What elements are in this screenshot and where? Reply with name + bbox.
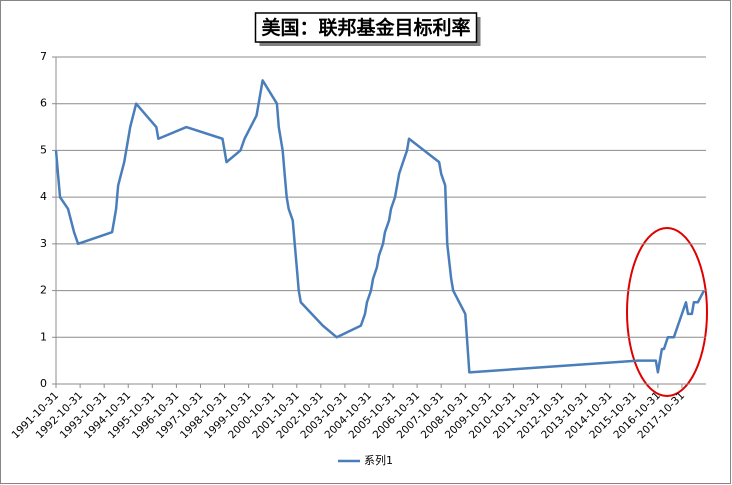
title-frame <box>254 12 478 43</box>
chart-title: 美国：联邦基金目标利率 <box>261 16 470 39</box>
y-tick-label: 0 <box>40 377 47 390</box>
legend-label: 系列1 <box>364 453 393 467</box>
highlight-ellipse <box>626 227 708 397</box>
y-tick-label: 4 <box>40 190 47 203</box>
y-tick-label: 3 <box>40 237 47 250</box>
y-tick-label: 7 <box>40 50 47 63</box>
data-line <box>54 79 706 374</box>
y-tick-label: 5 <box>40 143 47 156</box>
y-tick-label: 2 <box>40 284 47 297</box>
y-tick-label: 1 <box>40 330 47 343</box>
title-box: 美国：联邦基金目标利率 <box>254 12 481 46</box>
y-tick-label: 6 <box>40 97 47 110</box>
